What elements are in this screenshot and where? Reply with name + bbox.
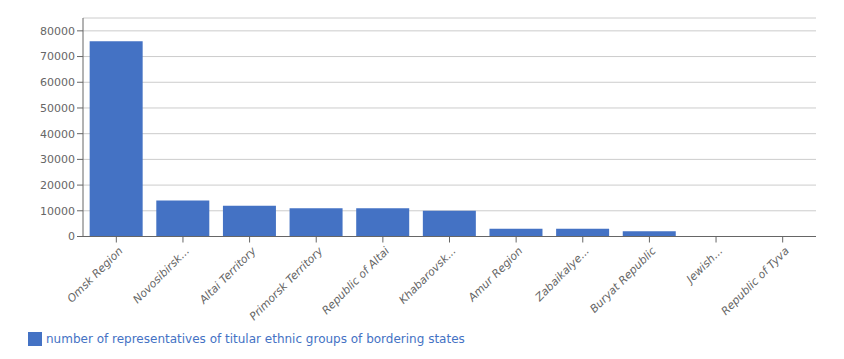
svg-text:10000: 10000 [40,205,75,218]
svg-text:80000: 80000 [40,25,75,38]
svg-text:Altai Territory: Altai Territory [196,244,259,307]
svg-text:Omsk Region: Omsk Region [65,244,126,305]
svg-text:Primorsk Territory: Primorsk Territory [247,244,326,323]
svg-text:70000: 70000 [40,50,75,63]
svg-text:Buryat Republic: Buryat Republic [587,245,658,316]
svg-text:Novosibirsk...: Novosibirsk... [131,245,193,307]
svg-text:0: 0 [68,230,75,243]
svg-text:Jewish...: Jewish... [683,245,726,288]
svg-text:20000: 20000 [40,179,75,192]
svg-text:Zabaikalye...: Zabaikalye... [532,245,592,305]
svg-text:30000: 30000 [40,153,75,166]
svg-text:Republic of Altai: Republic of Altai [319,245,392,318]
svg-text:Khabarovsk...: Khabarovsk... [396,245,458,307]
svg-text:Republic of Tyva: Republic of Tyva [719,244,792,317]
svg-text:50000: 50000 [40,102,75,115]
svg-text:40000: 40000 [40,128,75,141]
svg-text:60000: 60000 [40,76,75,89]
svg-text:Amur Region: Amur Region [465,244,525,304]
html-text:number of representatives of t: number of representatives of titular eth… [46,331,465,346]
